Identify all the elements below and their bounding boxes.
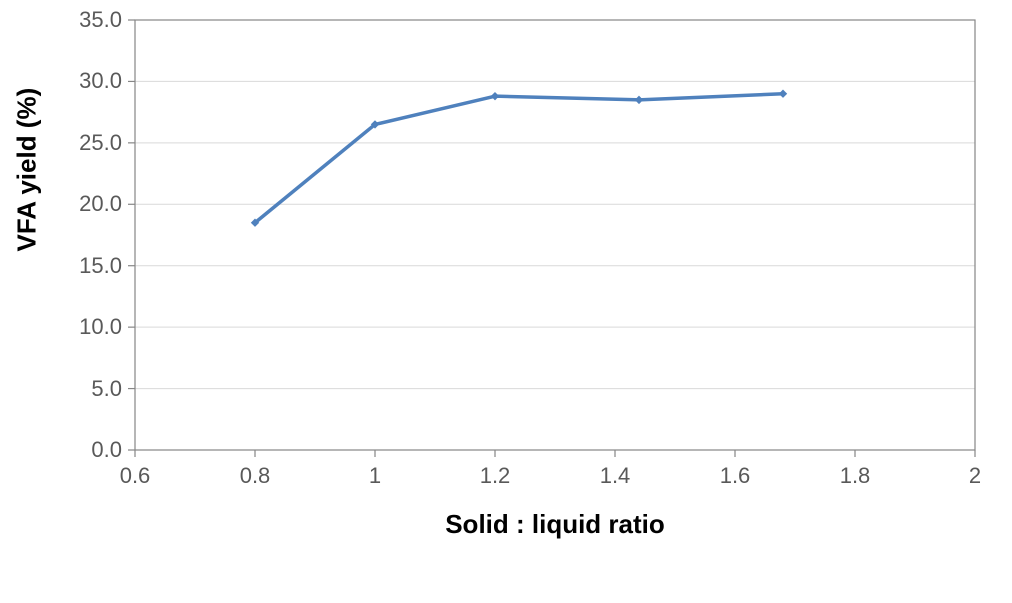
y-tick-label: 30.0 — [79, 68, 122, 94]
y-tick-label: 15.0 — [79, 253, 122, 279]
x-tick-label: 1.8 — [825, 463, 885, 489]
x-tick-label: 1.2 — [465, 463, 525, 489]
y-tick-label: 20.0 — [79, 191, 122, 217]
y-tick-label: 0.0 — [91, 437, 122, 463]
x-tick-label: 1 — [345, 463, 405, 489]
x-tick-label: 0.6 — [105, 463, 165, 489]
y-tick-label: 25.0 — [79, 130, 122, 156]
x-tick-label: 0.8 — [225, 463, 285, 489]
x-tick-label: 1.6 — [705, 463, 765, 489]
line-chart: VFA yield (%) Solid : liquid ratio 0.0 5.… — [0, 0, 1012, 603]
y-axis-title: VFA yield (%) — [12, 222, 43, 252]
y-tick-label: 35.0 — [79, 7, 122, 33]
x-axis-title: Solid : liquid ratio — [135, 509, 975, 540]
y-tick-label: 5.0 — [91, 376, 122, 402]
x-tick-label: 1.4 — [585, 463, 645, 489]
x-tick-label: 2 — [945, 463, 1005, 489]
y-tick-label: 10.0 — [79, 314, 122, 340]
